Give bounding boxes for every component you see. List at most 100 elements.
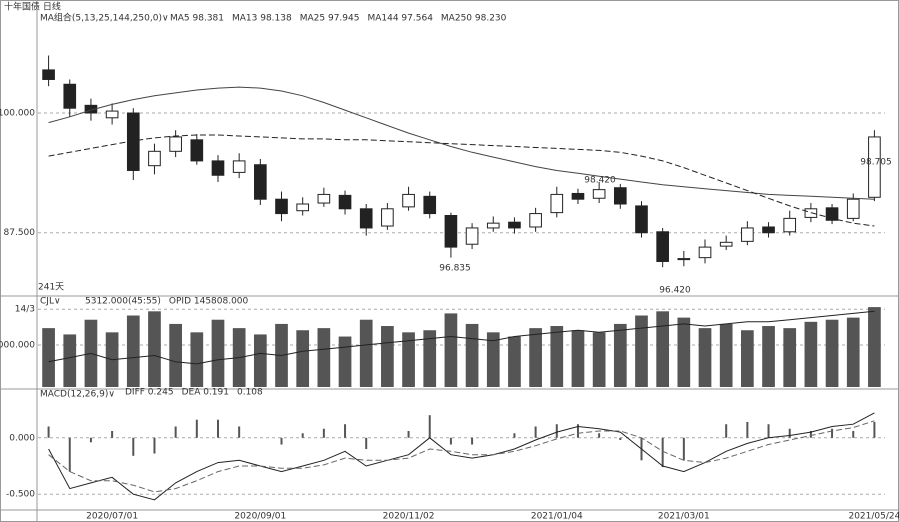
y-tick-label: 14/3 — [15, 305, 35, 315]
candle-body — [296, 203, 310, 212]
volume-bar — [402, 332, 415, 387]
volume-bar — [444, 313, 458, 387]
annotation: 96.835 — [439, 264, 471, 274]
candle-body — [338, 194, 352, 210]
indicator-label: MA25 97.945 — [300, 14, 360, 24]
candle-body — [719, 241, 733, 247]
candle-body — [275, 198, 288, 215]
candle-body — [698, 246, 712, 259]
volume-bar — [42, 328, 55, 387]
candle-body — [825, 207, 839, 221]
y-tick-label: /1000.000 — [0, 340, 35, 350]
indicator-label: 0.108 — [237, 388, 263, 398]
panel-title: MACD(12,26,9)∨ — [40, 390, 115, 400]
volume-bar — [63, 334, 77, 387]
indicator-label: OPID 145808.000 — [169, 297, 249, 307]
volume-bar — [741, 330, 754, 387]
candle-body — [592, 189, 606, 199]
candle-body — [190, 139, 204, 162]
series-line — [48, 86, 875, 200]
volume-bar — [592, 332, 606, 387]
series-line — [48, 412, 875, 501]
volume-bar — [550, 326, 564, 387]
candle-body — [613, 187, 627, 205]
volume-bar — [486, 332, 500, 387]
indicator-label: MA144 97.564 — [367, 14, 433, 24]
candle-body — [381, 208, 394, 227]
y-tick-label: 0.000 — [9, 433, 35, 443]
x-tick-label: 2020/11/02 — [383, 512, 435, 522]
volume-bar — [635, 315, 648, 387]
volume-bar — [529, 328, 542, 387]
indicator-label: MA250 98.230 — [441, 14, 507, 24]
y-tick-label: 87.500 — [4, 228, 36, 238]
candle-body — [148, 150, 161, 167]
header-title: 十年国债 日线 — [4, 1, 61, 13]
volume-bar — [783, 328, 797, 387]
candle-body — [211, 160, 225, 176]
series-line — [48, 134, 875, 227]
volume-bar — [359, 319, 373, 387]
candle-body — [84, 104, 98, 114]
volume-bar — [762, 326, 775, 387]
volume-bar — [825, 319, 839, 387]
annotation: 98.705 — [860, 158, 892, 168]
candle-body — [126, 112, 140, 171]
volume-bar — [253, 334, 267, 387]
candle-body — [169, 136, 182, 152]
candle-body — [232, 160, 246, 173]
volume-bar — [719, 323, 733, 387]
volume-bar — [169, 323, 182, 387]
indicator-label: DIFF 0.245 — [125, 388, 174, 398]
volume-bar — [656, 311, 670, 387]
volume-bar — [804, 321, 818, 387]
annotation: 96.420 — [659, 286, 691, 296]
indicator-label: MA13 98.138 — [232, 14, 292, 24]
volume-bar — [423, 330, 437, 387]
volume-bar — [148, 311, 161, 387]
candle-body — [254, 164, 267, 200]
x-tick-label: 2020/09/01 — [234, 512, 286, 522]
volume-bar — [613, 323, 627, 387]
candle-body — [635, 205, 648, 234]
candle-body — [63, 83, 77, 109]
volume-bar — [868, 307, 881, 387]
x-tick-label: 2021/01/04 — [531, 512, 583, 522]
panel-title: CJL∨ — [40, 297, 61, 307]
x-tick-label: 2021/03/01 — [658, 512, 710, 522]
candle-body — [42, 69, 55, 80]
volume-bar — [211, 319, 225, 387]
candle-body — [529, 213, 542, 228]
y-tick-label: -0.500 — [6, 490, 35, 500]
candle-body — [402, 193, 415, 208]
candle-body — [656, 231, 669, 262]
candle-body — [444, 214, 458, 248]
candle-body — [465, 227, 479, 245]
period-label: 241天 — [38, 283, 64, 293]
candle-body — [508, 221, 521, 229]
candle-body — [423, 195, 437, 215]
candle-body — [868, 136, 881, 198]
volume-bar — [338, 336, 352, 387]
volume-bar — [317, 328, 331, 387]
candle-body — [783, 217, 797, 233]
candle-body — [105, 110, 119, 119]
volume-bar — [190, 332, 204, 387]
volume-bar — [698, 328, 712, 387]
series-line — [48, 310, 875, 365]
candle-body — [550, 193, 564, 214]
indicator-label: 5312.000(45:55) — [85, 297, 161, 307]
volume-bar — [508, 336, 521, 387]
candle-body — [571, 192, 585, 200]
indicator-label: MA5 98.381 — [170, 14, 224, 24]
candle-body — [846, 198, 860, 219]
x-tick-label: 2020/07/01 — [86, 512, 138, 522]
volume-bar — [381, 326, 394, 387]
series-line — [48, 420, 875, 493]
y-tick-label: 100.000 — [0, 109, 35, 119]
panel-title: MA组合(5,13,25,144,250,0)∨ — [40, 12, 169, 24]
indicator-label: DEA 0.191 — [182, 388, 229, 398]
volume-bar — [296, 330, 310, 387]
